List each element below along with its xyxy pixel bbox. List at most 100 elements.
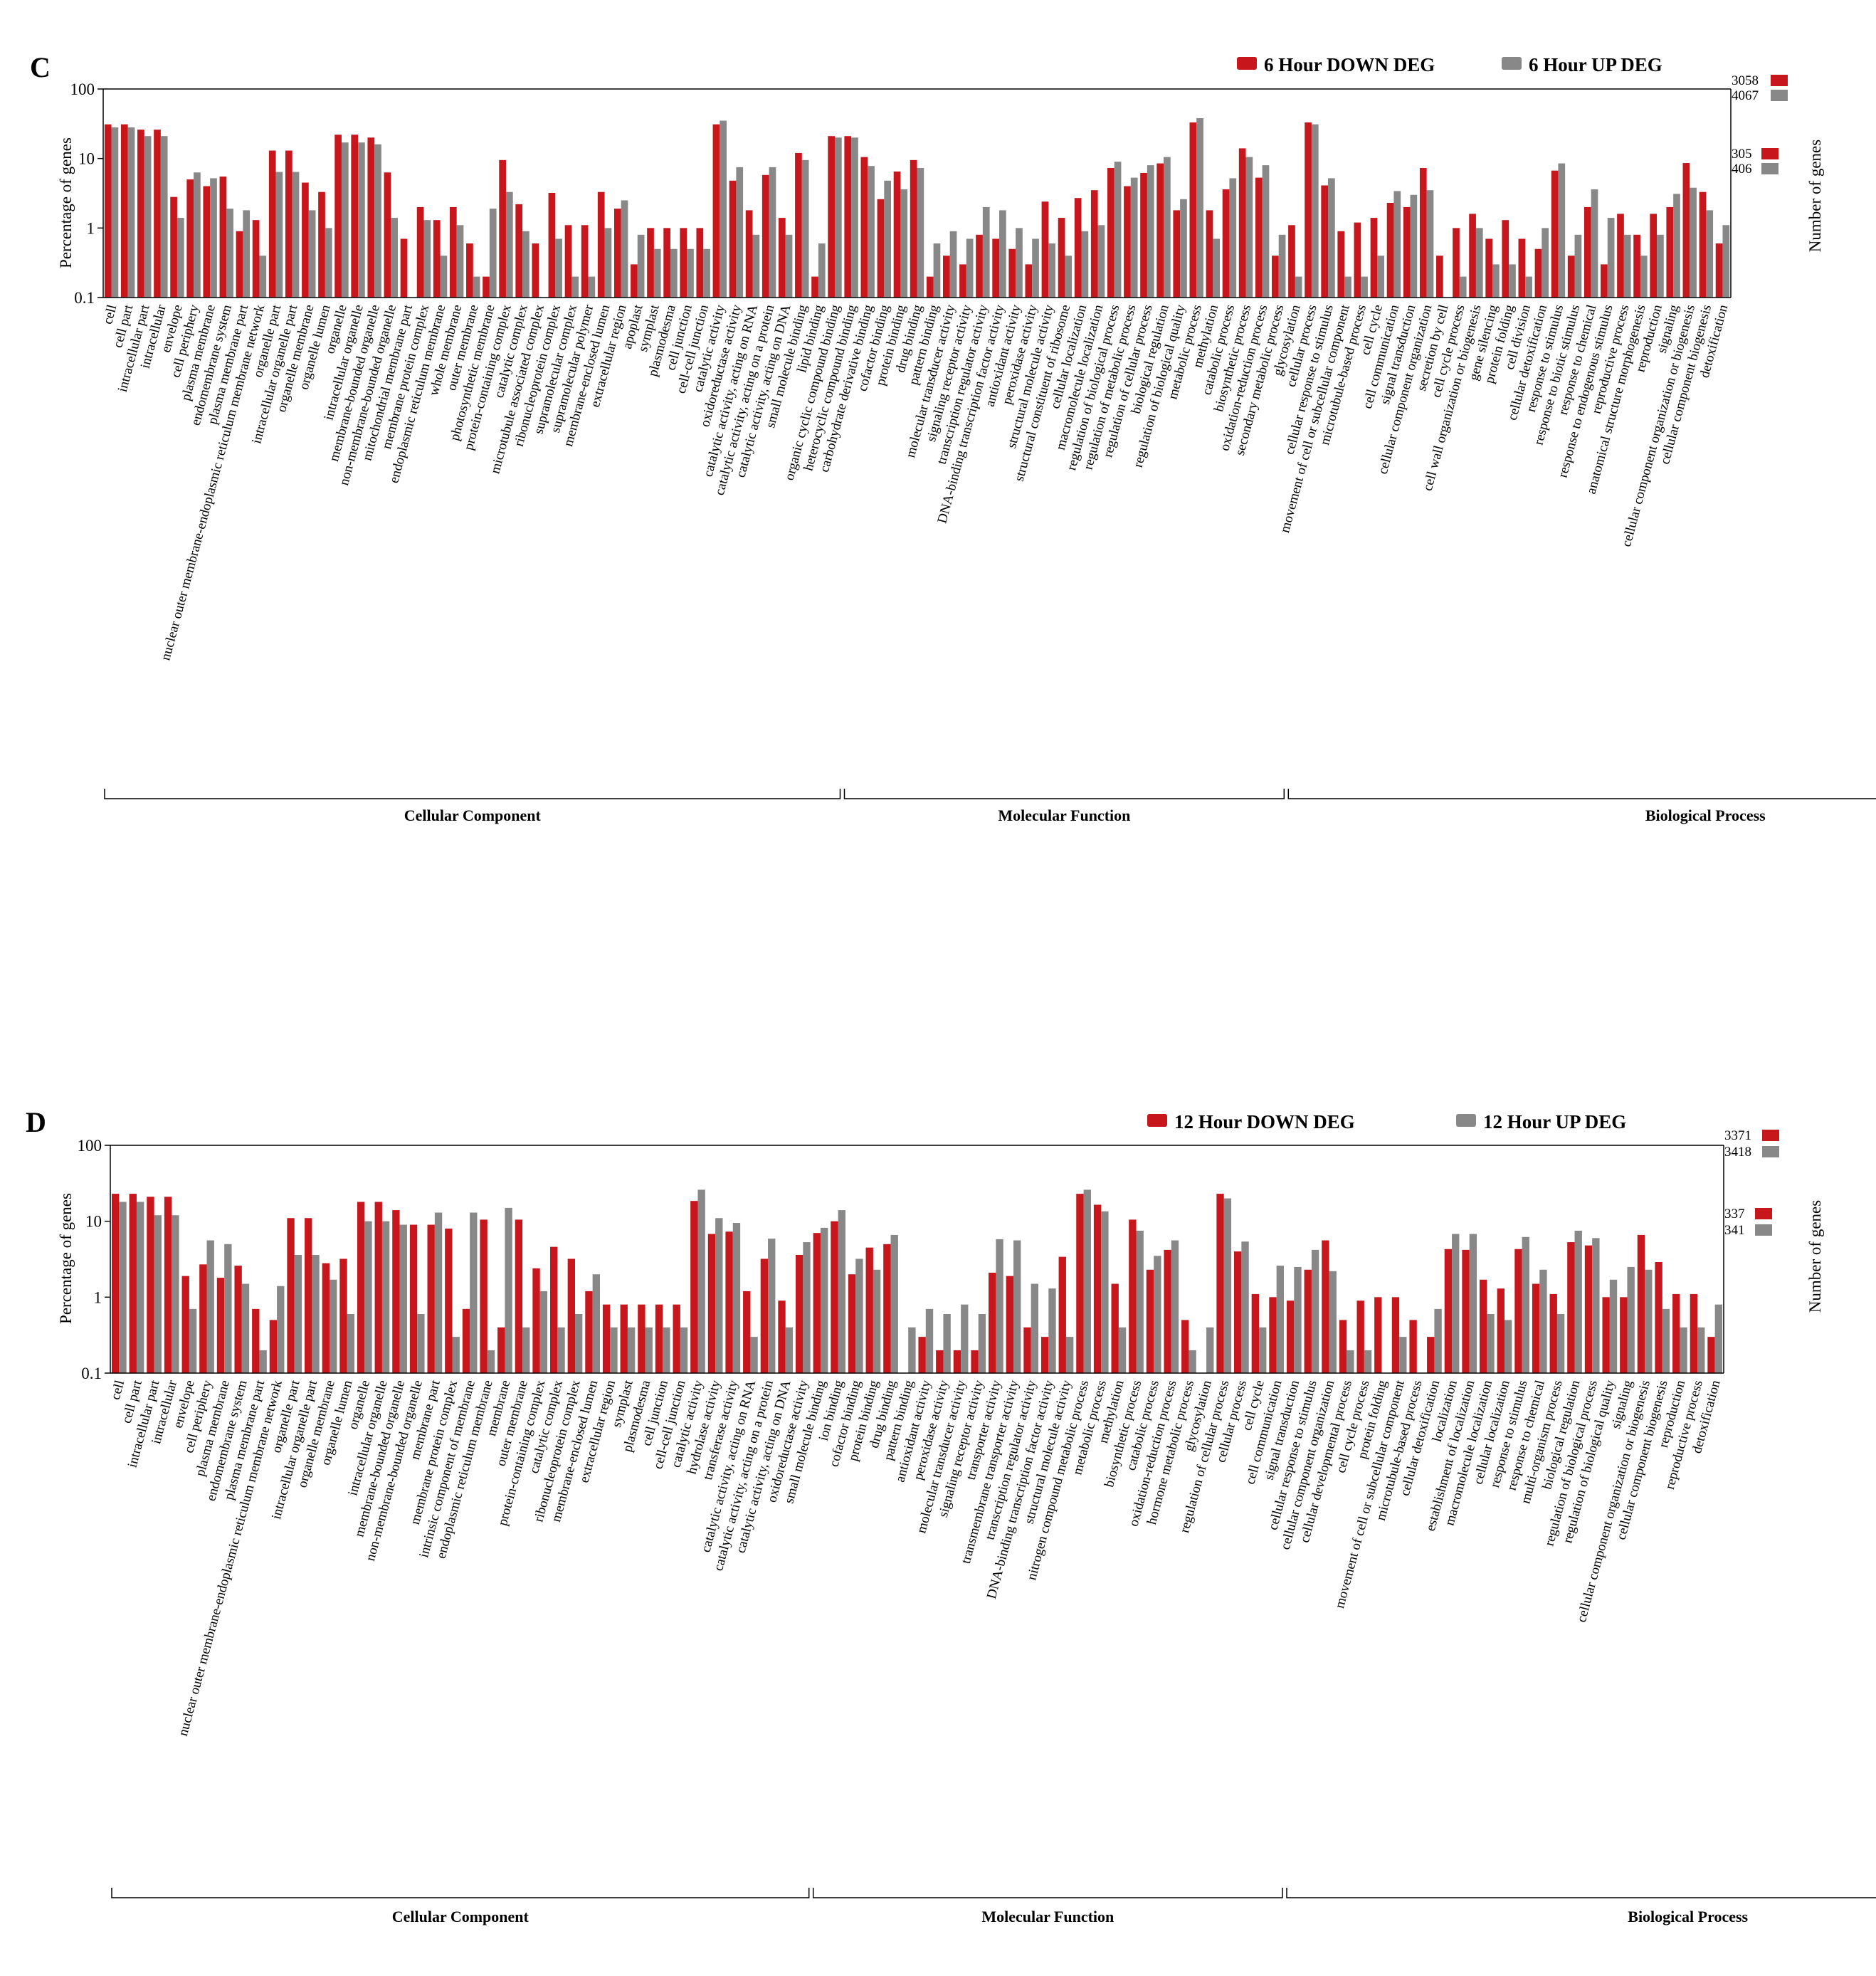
up-bar-76 xyxy=(1452,1234,1460,1373)
down-bar-88 xyxy=(1655,1262,1662,1373)
up-bar-9 xyxy=(259,256,267,298)
up-bar-90 xyxy=(1697,1327,1705,1373)
down-bar-9 xyxy=(252,220,260,298)
up-bar-88 xyxy=(1558,163,1566,298)
up-bar-53 xyxy=(982,206,990,298)
group-bracket xyxy=(1287,789,1876,799)
up-bar-38 xyxy=(736,167,744,298)
up-bar-13 xyxy=(325,228,332,298)
panel-c-y-axis-label: Percentage of genes xyxy=(57,137,75,268)
up-bar-10 xyxy=(294,1254,302,1373)
down-bar-61 xyxy=(1181,1320,1189,1373)
up-bar-1 xyxy=(127,127,135,298)
down-bar-31 xyxy=(613,209,621,298)
up-bar-10 xyxy=(275,172,283,298)
down-bar-58 xyxy=(1058,218,1065,298)
down-bar-88 xyxy=(1551,170,1559,298)
down-bar-26 xyxy=(567,1258,575,1373)
legend-up-label: 6 Hour UP DEG xyxy=(1529,54,1662,75)
up-bar-21 xyxy=(487,1350,495,1373)
down-bar-38 xyxy=(729,180,737,298)
up-bar-79 xyxy=(1504,1320,1512,1373)
down-bar-28 xyxy=(602,1304,611,1373)
down-bar-74 xyxy=(1409,1320,1417,1373)
up-bar-58 xyxy=(1065,256,1073,298)
panel-c-count-labels: 3058 4067 305 406 xyxy=(1732,73,1788,177)
up-bar-77 xyxy=(1469,1234,1477,1373)
down-bar-50 xyxy=(926,276,934,298)
down-bar-10 xyxy=(287,1218,295,1373)
up-bar-86 xyxy=(1525,276,1532,298)
down-bar-67 xyxy=(1206,210,1213,298)
up-bar-29 xyxy=(627,1327,636,1373)
down-bar-97 xyxy=(1699,191,1707,298)
up-bar-83 xyxy=(1574,1230,1582,1373)
down-bar-2 xyxy=(147,1197,154,1373)
down-bar-55 xyxy=(1076,1194,1084,1373)
count-low-up: 341 xyxy=(1724,1223,1745,1238)
down-bar-38 xyxy=(778,1300,786,1373)
up-bar-79 xyxy=(1410,194,1418,298)
y-ticks: 100 10 1 0.1 xyxy=(78,1137,110,1382)
up-bar-65 xyxy=(1180,199,1187,298)
up-bar-26 xyxy=(574,1314,583,1373)
up-bar-24 xyxy=(539,1291,548,1373)
up-bar-9 xyxy=(277,1286,285,1373)
up-bar-64 xyxy=(1241,1241,1249,1373)
up-bar-49 xyxy=(978,1314,986,1373)
down-bar-24 xyxy=(499,159,506,298)
down-bar-56 xyxy=(1093,1204,1102,1373)
down-bar-2 xyxy=(137,130,144,298)
down-bar-80 xyxy=(1419,168,1427,298)
up-bar-23 xyxy=(489,209,497,298)
down-bar-69 xyxy=(1238,148,1246,298)
up-bar-47 xyxy=(943,1314,951,1373)
up-bar-46 xyxy=(925,1308,934,1373)
down-bar-8 xyxy=(236,231,243,298)
up-bar-46 xyxy=(868,166,875,298)
up-bar-41 xyxy=(785,234,793,298)
up-bar-75 xyxy=(1434,1308,1442,1373)
down-bar-4 xyxy=(170,196,177,298)
up-bar-66 xyxy=(1196,118,1203,298)
up-bar-85 xyxy=(1509,264,1516,298)
legend-down-swatch xyxy=(1237,57,1257,70)
down-bar-43 xyxy=(865,1247,873,1373)
count-high-up-swatch xyxy=(1762,1146,1779,1157)
group-label: Cellular Component xyxy=(392,1908,529,1925)
down-bar-14 xyxy=(357,1202,365,1373)
down-bar-68 xyxy=(1304,1269,1312,1373)
up-bar-68 xyxy=(1311,1249,1319,1373)
up-bar-81 xyxy=(1539,1269,1547,1373)
down-bar-52 xyxy=(1023,1327,1031,1373)
down-bar-44 xyxy=(828,136,835,298)
up-bar-35 xyxy=(732,1223,741,1373)
up-bar-71 xyxy=(1364,1350,1372,1373)
down-bar-79 xyxy=(1403,206,1411,298)
down-bar-18 xyxy=(400,238,408,298)
y-tick-label: 10 xyxy=(78,150,95,168)
category-label: cell xyxy=(108,1379,127,1402)
legend-down-label: 6 Hour DOWN DEG xyxy=(1264,54,1435,75)
up-bar-76 xyxy=(1361,276,1368,298)
up-bar-31 xyxy=(621,200,628,298)
down-bar-20 xyxy=(433,220,441,298)
down-bar-64 xyxy=(1156,163,1164,298)
up-bar-8 xyxy=(243,210,251,298)
down-bar-33 xyxy=(690,1201,698,1373)
down-bar-25 xyxy=(550,1246,558,1373)
down-bar-87 xyxy=(1637,1234,1645,1373)
down-bar-37 xyxy=(760,1258,769,1373)
down-bar-80 xyxy=(1514,1249,1522,1373)
down-bar-54 xyxy=(992,238,999,298)
group-bracket xyxy=(812,1888,1283,1898)
down-bar-1 xyxy=(129,1194,137,1373)
down-bar-75 xyxy=(1427,1337,1435,1373)
up-bar-37 xyxy=(768,1239,776,1373)
down-bar-5 xyxy=(199,1264,207,1373)
count-low-down: 337 xyxy=(1724,1207,1745,1221)
up-bar-51 xyxy=(1013,1240,1021,1373)
down-bar-48 xyxy=(893,171,901,298)
up-bar-72 xyxy=(1295,276,1302,298)
up-bar-36 xyxy=(703,248,710,298)
